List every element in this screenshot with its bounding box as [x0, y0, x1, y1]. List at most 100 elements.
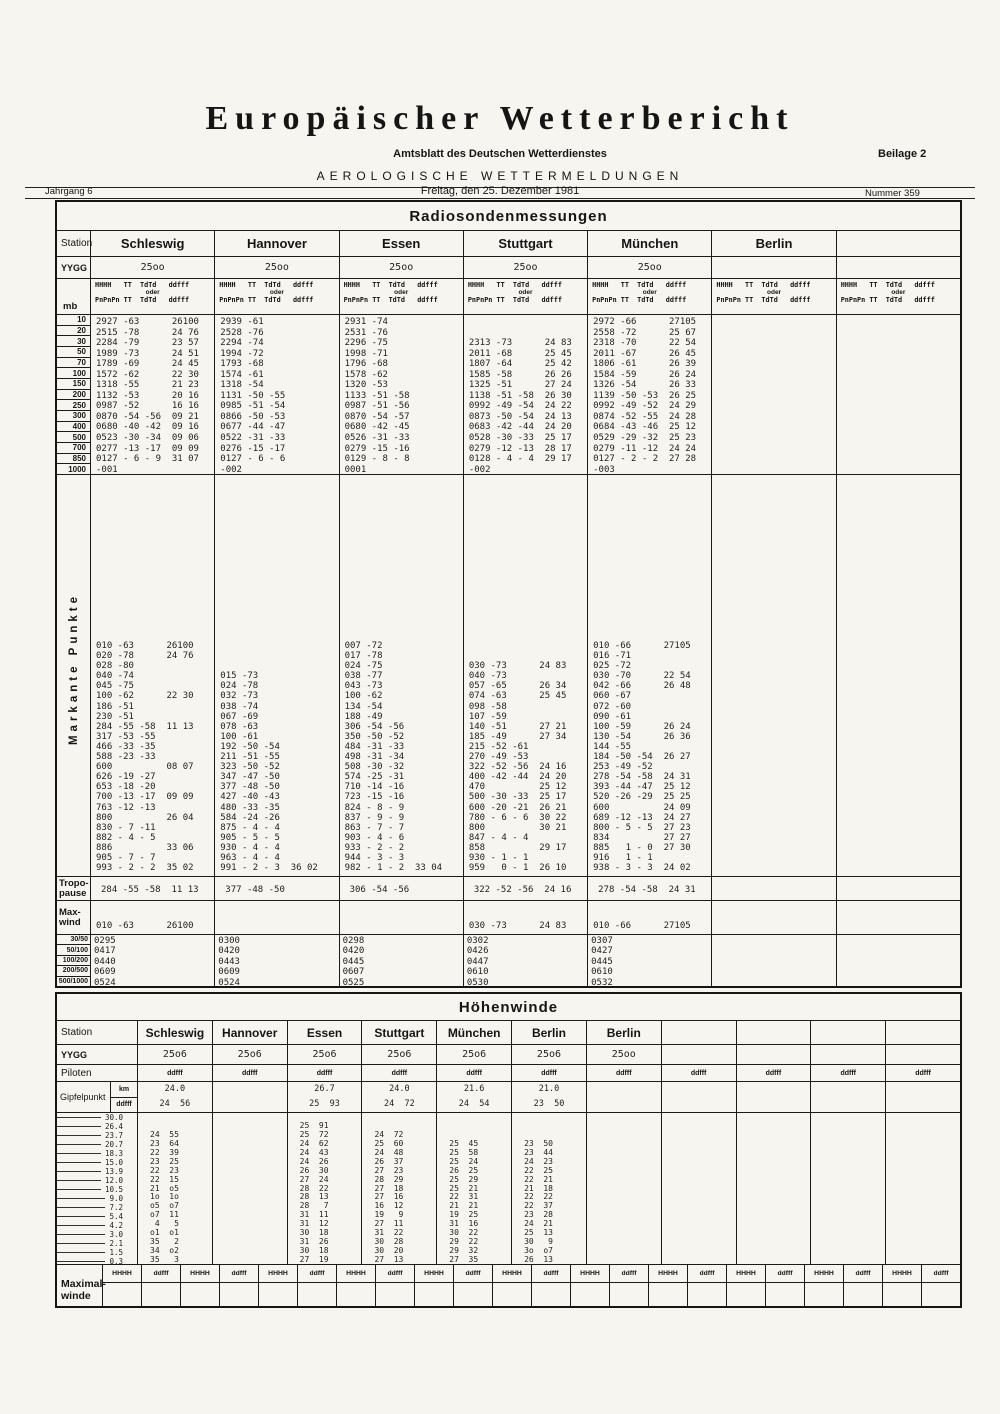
markante-empty	[835, 475, 960, 876]
piloten-cell: ddfff	[436, 1065, 511, 1081]
altitude-column: 30.0 26.4 23.7 20.7 18.3 15.0 13.9 12.0 …	[57, 1113, 137, 1266]
gipfel-ddfff: 25 93	[309, 1099, 340, 1109]
altitude-cell: 7.2	[57, 1203, 123, 1212]
jahrgang-label: Jahrgang 6	[45, 186, 93, 197]
ratio-label: 30/50	[57, 935, 90, 946]
data-cell: 322 -52 -56 24 16	[473, 885, 572, 895]
ratio-schleswig: 0295 0417 0440 0609 0524	[90, 935, 214, 986]
piloten-cell: ddfff	[211, 1065, 287, 1081]
column-header-cell: HHHH TT TdTd ddfff oder PnPnPn TT TdTd d…	[90, 279, 214, 314]
data-column: 0307 0427 0445 0610 0532	[591, 936, 613, 986]
piloten-cell: ddfff	[810, 1065, 885, 1081]
mb-cell: 200	[57, 390, 90, 401]
gipfel-ddfff: 23 50	[533, 1099, 565, 1109]
mb-cell: 20	[57, 326, 90, 337]
pressure-levels-block: 10 20 30 50 70 100 150 200 250 300 400 5…	[57, 314, 960, 474]
gipfel-km: 24.0	[164, 1084, 186, 1094]
yygg-cell	[810, 1045, 885, 1064]
markante-berlin	[711, 475, 835, 876]
tropopause-muenchen: 278 -54 -58 24 31	[587, 877, 711, 900]
winds-muenchen: 25 45 25 58 25 24 26 25 25 29 25 21 22 3…	[436, 1113, 511, 1264]
mb-cell: 500	[57, 432, 90, 444]
horizontal-rule	[25, 187, 975, 188]
maxwind-hannover	[214, 901, 338, 934]
label-line: Max-	[59, 906, 81, 918]
empty-cell	[570, 1283, 609, 1306]
station-cell	[885, 1021, 960, 1044]
station-cell	[810, 1021, 885, 1044]
ddfff-header: ddfff	[219, 1265, 258, 1282]
hhhh-header: HHHH	[180, 1265, 219, 1282]
altitude-cell: 20.7	[57, 1140, 123, 1149]
yygg-row: YYGG 25o6 25o6 25o6 25o6 25o6 25o6 25oo	[57, 1044, 960, 1064]
nummer-label: Nummer 359	[865, 188, 920, 199]
ratio-labels-column: 30/50 50/100 100/200 200/500 500/1000	[57, 935, 90, 986]
oder-label: oder	[767, 289, 782, 296]
altitude-cell: 2.1	[57, 1239, 123, 1248]
column-header-cell: HHHH TT TdTd ddfff oder PnPnPn TT TdTd d…	[835, 279, 960, 314]
ratio-empty	[835, 935, 960, 986]
data-cell: 284 -55 -58 11 13	[101, 885, 199, 895]
winds-essen: 25 91 25 72 24 62 24 43 24 26 26 30 27 2…	[286, 1113, 362, 1264]
level-data-berlin	[711, 315, 835, 474]
altitude-cell: 23.7	[57, 1131, 123, 1140]
station-row: Station Schleswig Hannover Essen Stuttga…	[57, 1020, 960, 1044]
gipfel-km: 24.0	[389, 1084, 410, 1094]
station-cell: Stuttgart	[462, 231, 587, 256]
winds-empty	[810, 1113, 885, 1264]
empty-cell	[765, 1283, 804, 1306]
data-column: 2313 -73 24 83 2011 -68 25 45 1807 -64 2…	[468, 338, 572, 474]
column-header-cell: HHHH TT TdTd ddfff oder PnPnPn TT TdTd d…	[462, 279, 587, 314]
ddfff-header: ddfff	[765, 1265, 804, 1282]
gipfelpunkt-units: km ddfff	[110, 1082, 137, 1112]
yygg-row: YYGG 25oo 25oo 25oo 25oo 25oo	[57, 256, 960, 278]
mb-cell: 1000	[68, 464, 86, 474]
yygg-cell: 25oo	[90, 257, 214, 278]
data-column: 0300 0420 0443 0609 0524	[218, 936, 240, 986]
oder-label: oder	[145, 289, 160, 296]
column-header-cell: HHHH TT TdTd ddfff oder PnPnPn TT TdTd d…	[338, 279, 463, 314]
hhhh-header: HHHH	[726, 1265, 765, 1282]
hhhh-header: HHHH	[336, 1265, 375, 1282]
mb-label: mb	[63, 301, 78, 312]
radiosonde-table: Radiosondenmessungen Station Schleswig H…	[55, 200, 962, 988]
altitude-cell: 15.0	[57, 1158, 123, 1167]
hhhh-header: HHHH	[258, 1265, 297, 1282]
data-column: 010 -66 27105 016 -71 025 -72 030 -70 22…	[593, 641, 691, 874]
altitude-cell: 3.0	[57, 1230, 123, 1239]
data-column: 2927 -63 26100 2515 -78 24 76 2284 -79 2…	[96, 317, 199, 474]
gipfelpunkt-label: Gipfelpunkt	[60, 1092, 106, 1102]
gipfel-km: 26.7	[314, 1084, 335, 1094]
horizontal-rule	[25, 198, 975, 199]
column-header-cell: HHHH TT TdTd ddfff oder PnPnPn TT TdTd d…	[587, 279, 711, 314]
yygg-cell: 25o6	[137, 1045, 212, 1064]
page-title: Europäischer Wetterbericht	[205, 100, 795, 137]
empty-cell	[180, 1283, 219, 1306]
station-cell: Berlin	[585, 1021, 661, 1044]
header-line: PnPnPn TT TdTd ddfff	[467, 296, 562, 304]
maximalwinde-block: Maximal- winde HHHH ddfff HHHH ddfff HHH…	[57, 1264, 960, 1306]
tropopause-hannover: 377 -48 -50	[214, 877, 338, 900]
ddfff-header: ddfff	[921, 1265, 960, 1282]
hoehenwinde-title: Höhenwinde	[458, 998, 559, 1016]
oder-label: oder	[891, 289, 906, 296]
ratio-label: 500/1000	[58, 977, 88, 985]
winds-empty	[885, 1113, 960, 1264]
data-cell: 377 -48 -50	[225, 885, 285, 895]
station-cell	[660, 1021, 736, 1044]
empty-cell	[103, 1283, 141, 1306]
gipfel-km	[213, 1082, 287, 1097]
markante-label-cell: Markante Punkte	[57, 475, 90, 876]
column-header-cell: HHHH TT TdTd ddfff oder PnPnPn TT TdTd d…	[711, 279, 835, 314]
altitude-cell: 30.0	[57, 1113, 123, 1122]
ddfff-header: ddfff	[843, 1265, 882, 1282]
mb-cell: 10	[57, 315, 90, 326]
station-cell	[835, 231, 960, 256]
station-cell: München	[587, 231, 711, 256]
header-line: PnPnPn TT TdTd ddfff	[219, 296, 314, 304]
hhhh-header: HHHH	[648, 1265, 687, 1282]
data-column: 0302 0426 0447 0610 0530	[466, 936, 489, 986]
layer-ratio-block: 30/50 50/100 100/200 200/500 500/1000 02…	[57, 934, 960, 986]
station-label: Station	[61, 238, 93, 249]
